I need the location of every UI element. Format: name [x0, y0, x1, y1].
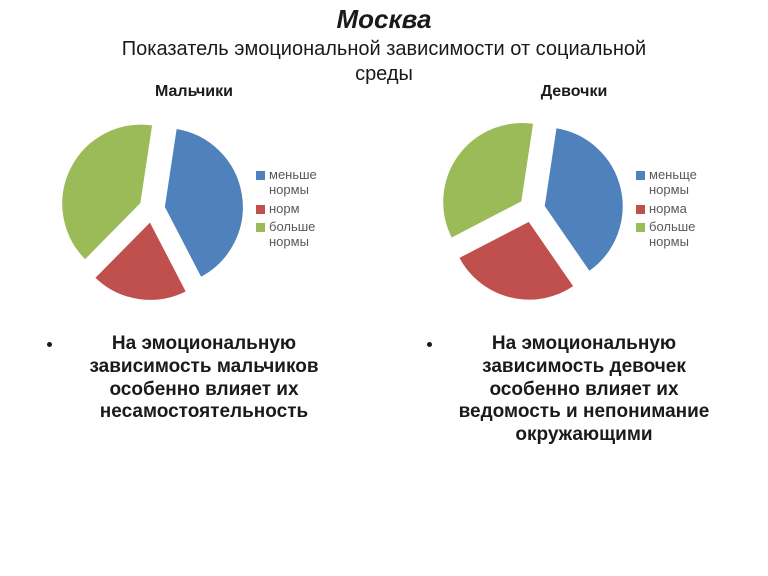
legend-swatch [636, 223, 645, 232]
legend-item: больше нормы [256, 220, 336, 250]
legend-girls: меньще нормы норма больше нормы [636, 168, 716, 251]
bullet-boys-text: На эмоциональную зависимость мальчиков о… [64, 333, 344, 424]
bullet-boys: На эмоциональную зависимость мальчиков о… [44, 333, 344, 424]
pie-slice [164, 128, 244, 278]
legend-swatch [256, 223, 265, 232]
legend-label: норм [269, 202, 300, 217]
legend-label: меньше нормы [269, 168, 336, 198]
bullet-girls: На эмоциональную зависимость девочек осо… [424, 333, 724, 447]
legend-item: больше нормы [636, 220, 716, 250]
legend-item: норма [636, 202, 716, 217]
legend-swatch [636, 205, 645, 214]
pie-slice [458, 221, 574, 301]
pie-slice [442, 122, 534, 239]
subtitle-line-1: Показатель эмоциональной зависимости от … [122, 38, 646, 60]
panel-girls-title: Девочки [541, 83, 608, 101]
pie-chart-boys [52, 109, 252, 309]
legend-swatch [256, 205, 265, 214]
legend-boys: меньше нормы норм больше нормы [256, 168, 336, 251]
legend-item: меньще нормы [636, 168, 716, 198]
page-subtitle: Показатель эмоциональной зависимости от … [0, 37, 768, 87]
chart-row-girls: меньще нормы норма больше нормы [404, 109, 744, 309]
bullet-girls-text: На эмоциональную зависимость девочек осо… [444, 333, 724, 447]
charts-row: Мальчики меньше нормы норм больше нормы [0, 83, 768, 447]
chart-row-boys: меньше нормы норм больше нормы [24, 109, 364, 309]
legend-item: меньше нормы [256, 168, 336, 198]
legend-label: норма [649, 202, 687, 217]
panel-boys: Мальчики меньше нормы норм больше нормы [24, 83, 364, 447]
legend-swatch [256, 171, 265, 180]
legend-swatch [636, 171, 645, 180]
legend-label: больше нормы [269, 220, 336, 250]
pie-chart-girls [432, 109, 632, 309]
legend-label: больше нормы [649, 220, 716, 250]
panel-boys-title: Мальчики [155, 83, 233, 101]
page-title: Москва [0, 4, 768, 35]
pie-slice [544, 127, 624, 272]
legend-label: меньще нормы [649, 168, 716, 198]
page-root: Москва Показатель эмоциональной зависимо… [0, 4, 768, 576]
subtitle-line-2: среды [355, 63, 413, 85]
legend-item: норм [256, 202, 336, 217]
panel-girls: Девочки меньще нормы норма больше нормы [404, 83, 744, 447]
